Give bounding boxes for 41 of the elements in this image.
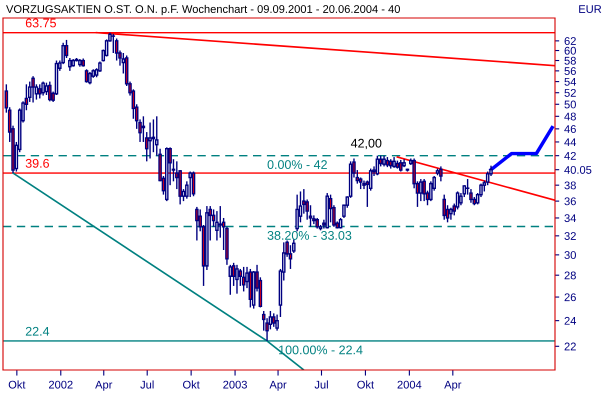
y-tick-label: 62: [564, 37, 576, 45]
y-tick-label: 36: [564, 197, 576, 206]
x-tick-label: Okt: [8, 380, 26, 389]
ref-line-label: 63.75: [26, 18, 56, 28]
x-tick-label: 2004: [398, 380, 422, 389]
ref-line-label: 22.4: [26, 326, 50, 336]
x-tick-label: Okt: [183, 380, 200, 389]
annotation: 42,00: [350, 138, 382, 150]
y-tick-label: 38: [564, 181, 576, 190]
y-tick-label: 24: [564, 316, 576, 325]
x-tick-label: Apr: [444, 380, 462, 391]
ref-line-label: 39.6: [26, 158, 49, 168]
annotation: 100.00% - 22.4: [279, 345, 363, 354]
chart-title: VORZUGSAKTIEN O.ST. O.N. p.F. Wochenchart - 09.09.2001 - 20.06.2004 - 40: [6, 4, 400, 16]
y-tick-label: 30: [564, 251, 576, 259]
y-tick-label: 22: [564, 342, 576, 350]
y-tick-label: 40.05: [564, 166, 592, 174]
y-tick-label: 32: [564, 232, 576, 240]
y-tick-label: 46: [564, 125, 576, 133]
annotation: 38.20% - 33.03: [268, 230, 352, 240]
x-tick-label: Okt: [357, 380, 374, 389]
y-tick-label: 52: [564, 88, 576, 97]
y-tick-label: 44: [564, 138, 576, 146]
x-tick-label: Apr: [95, 380, 112, 391]
y-axis-title: EUR: [579, 5, 602, 13]
x-tick-label: Jul: [314, 380, 328, 389]
y-tick-label: 48: [564, 112, 576, 120]
y-tick-label: 56: [564, 67, 576, 76]
y-tick-label: 58: [564, 56, 576, 65]
annotation: 0.00% - 42: [268, 160, 327, 170]
y-tick-label: 60: [564, 46, 576, 55]
y-tick-label: 34: [564, 214, 576, 222]
y-tick-label: 28: [564, 271, 576, 280]
y-tick-label: 50: [564, 100, 576, 108]
x-tick-label: 2002: [48, 380, 73, 389]
y-tick-label: 54: [564, 78, 576, 86]
x-tick-label: 2003: [223, 380, 247, 389]
x-tick-label: Apr: [269, 380, 287, 391]
x-tick-label: Jul: [140, 380, 154, 389]
y-tick-label: 42: [564, 152, 576, 160]
y-tick-label: 26: [564, 293, 576, 302]
